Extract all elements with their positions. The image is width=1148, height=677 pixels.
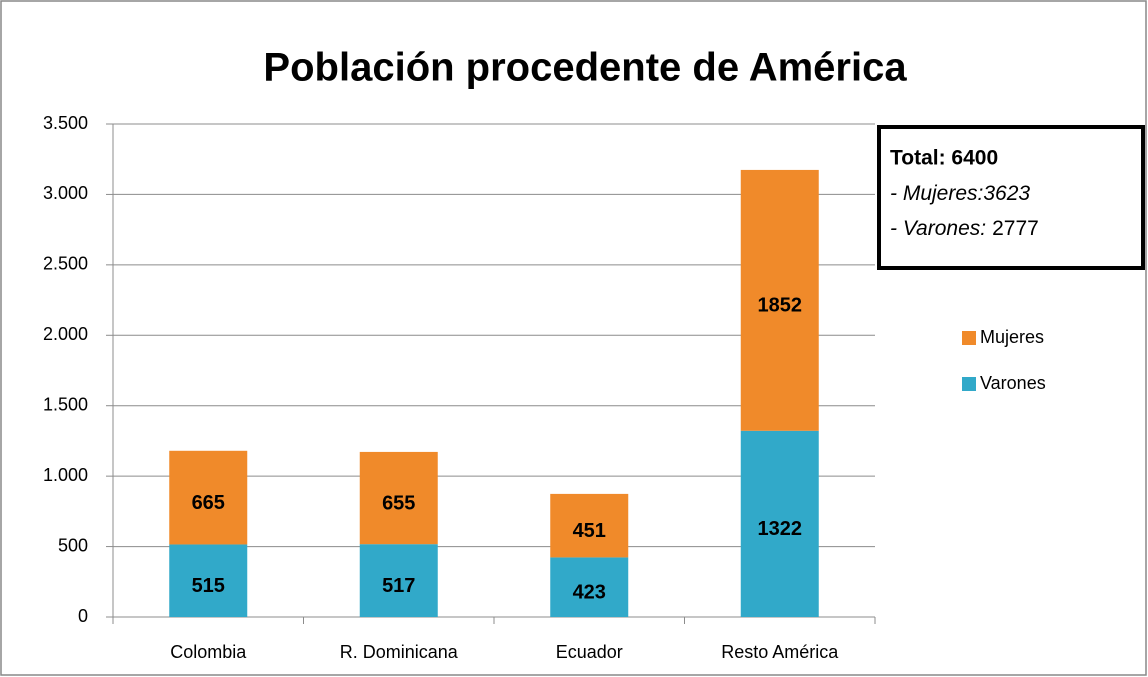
y-tick-label: 1.000 <box>43 465 88 485</box>
x-tick-label: Resto América <box>721 642 839 662</box>
bar-segment <box>169 450 248 545</box>
y-tick-label: 3.500 <box>43 113 88 133</box>
x-tick-label: Colombia <box>170 642 247 662</box>
annotation-text: - Varones: <box>890 217 986 240</box>
legend-swatch <box>962 377 976 391</box>
bar-segment <box>359 451 438 545</box>
chart-title: Población procedente de América <box>263 46 907 90</box>
x-tick-label: R. Dominicana <box>340 642 459 662</box>
bar-segment <box>550 493 629 558</box>
bar-segment <box>169 544 248 617</box>
x-tick-label: Ecuador <box>556 642 623 662</box>
y-tick-label: 3.000 <box>43 183 88 203</box>
annotation-box <box>877 125 1145 270</box>
annotation-title: Total: 6400 <box>890 147 998 170</box>
y-tick-label: 1.500 <box>43 394 88 414</box>
value-label: 1852 <box>758 295 803 317</box>
y-tick-label: 0 <box>78 606 88 626</box>
y-tick-label: 2.000 <box>43 324 88 344</box>
bar-segment <box>359 544 438 617</box>
legend-label: Varones <box>980 373 1046 393</box>
annotation-line: - Varones: 2777 <box>890 217 1039 240</box>
value-label: 517 <box>382 575 415 597</box>
bar-segment <box>740 169 819 431</box>
annotation-line: - Mujeres:3623 <box>890 182 1030 205</box>
value-label: 515 <box>192 575 225 597</box>
value-label: 665 <box>192 492 225 514</box>
value-label: 423 <box>573 581 606 603</box>
annotation-text: 2777 <box>992 217 1039 240</box>
legend-swatch <box>962 331 976 345</box>
value-label: 655 <box>382 492 415 514</box>
bar-segment <box>550 557 629 617</box>
legend-label: Mujeres <box>980 327 1044 347</box>
y-tick-label: 2.500 <box>43 254 88 274</box>
y-tick-label: 500 <box>58 535 88 555</box>
bar-segment <box>740 430 819 617</box>
value-label: 1322 <box>758 518 803 540</box>
annotation-text: - Mujeres:3623 <box>890 182 1030 205</box>
value-label: 451 <box>573 520 606 542</box>
